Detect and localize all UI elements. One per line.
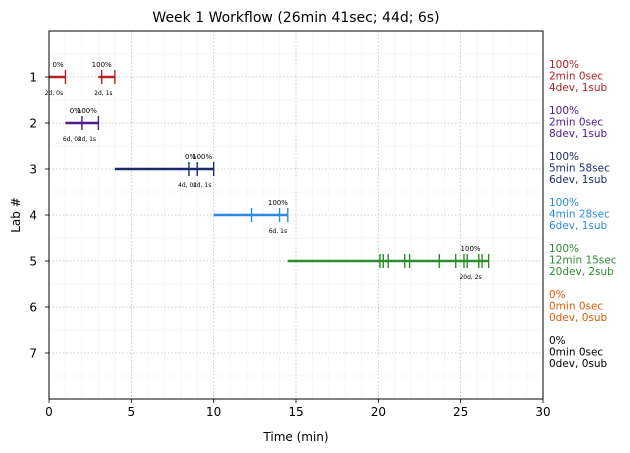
x-axis-label: Time (min) (262, 430, 328, 444)
lab-1-summary-line: 4dev, 1sub (549, 82, 608, 94)
lab-4-series: 100% 6d, 1s (213, 199, 289, 235)
lab-3-summary-line: 6dev, 1sub (549, 174, 608, 186)
lab-3-top-label: 100% (192, 153, 212, 161)
lab-4-summary-line: 6dev, 1sub (549, 220, 608, 232)
x-tick-label: 25 (453, 405, 468, 419)
lab-4-summary-line: 100% (549, 197, 579, 209)
lab-1-bottom-label: 2d, 1s (94, 90, 112, 97)
x-tick-label: 10 (206, 405, 221, 419)
lab-6-summary-line: 0min 0sec (549, 301, 603, 313)
y-tick-label: 6 (29, 301, 37, 315)
lab-4-summary-line: 4min 28sec (549, 209, 610, 221)
y-tick-label: 7 (29, 347, 37, 361)
x-tick-label: 5 (128, 405, 136, 419)
y-tick-label: 2 (29, 117, 37, 131)
lab-6-summary-line: 0dev, 0sub (549, 312, 608, 324)
lab-2-summary-line: 100% (549, 105, 579, 117)
x-tick-label: 0 (45, 405, 53, 419)
lab-5-summary-line: 20dev, 2sub (549, 266, 614, 278)
lab-3-summary-line: 5min 58sec (549, 163, 610, 175)
lab-1-top-label: 0% (53, 61, 64, 69)
lab-3-bottom-label: 4d, 0s (178, 182, 196, 189)
lab-2-bottom-label: 6d, 0s (63, 136, 81, 143)
lab-4-top-label: 100% (268, 199, 288, 207)
lab-2-summary-line: 8dev, 1sub (549, 128, 608, 140)
lab-2-bottom-label: 2d, 1s (78, 136, 96, 143)
x-tick-label: 15 (288, 405, 303, 419)
lab-1-top-label: 100% (92, 61, 112, 69)
lab-1-summary-line: 100% (549, 59, 579, 71)
lab-3-bottom-label: 2d, 1s (193, 182, 211, 189)
x-tick-label: 30 (535, 405, 550, 419)
lab-2-summary-line: 2min 0sec (549, 117, 603, 129)
lab-4-bottom-label: 6d, 1s (269, 228, 287, 235)
lab-2-top-label: 100% (77, 107, 97, 115)
lab-2-top-label: 0% (70, 107, 81, 115)
y-tick-label: 1 (29, 71, 37, 85)
lab-7-summary-line: 0dev, 0sub (549, 358, 608, 370)
y-tick-label: 3 (29, 163, 37, 177)
lab-6-summary-line: 0% (549, 289, 566, 301)
lab-7-summary-line: 0min 0sec (549, 347, 603, 359)
y-axis-label: Lab # (9, 197, 23, 233)
lab-7-summary-line: 0% (549, 335, 566, 347)
lab-3-summary-line: 100% (549, 151, 579, 163)
lab-5-top-label: 100% (461, 245, 481, 253)
chart-title: Week 1 Workflow (26min 41sec; 44d; 6s) (152, 10, 439, 26)
y-tick-label: 4 (29, 209, 37, 223)
lab-1-series: 0% 100% 2d, 0s 2d, 1s (45, 61, 116, 97)
lab-5-summary-line: 100% (549, 243, 579, 255)
plot-frame (48, 30, 544, 400)
lab-5-bottom-label: 20d, 2s (459, 274, 481, 281)
axes: 0 5 10 15 20 25 30 1 2 3 4 5 6 7 (29, 71, 550, 420)
grid (48, 31, 544, 399)
x-tick-label: 20 (371, 405, 386, 419)
lab-3-top-label: 0% (185, 153, 196, 161)
lab-5-summary-line: 12min 15sec (549, 255, 617, 267)
y-tick-label: 5 (29, 255, 37, 269)
lab-1-bottom-label: 2d, 0s (45, 90, 63, 97)
lab-1-summary-line: 2min 0sec (549, 71, 603, 83)
lab-5-series: 100% 20d, 2s (287, 245, 490, 281)
